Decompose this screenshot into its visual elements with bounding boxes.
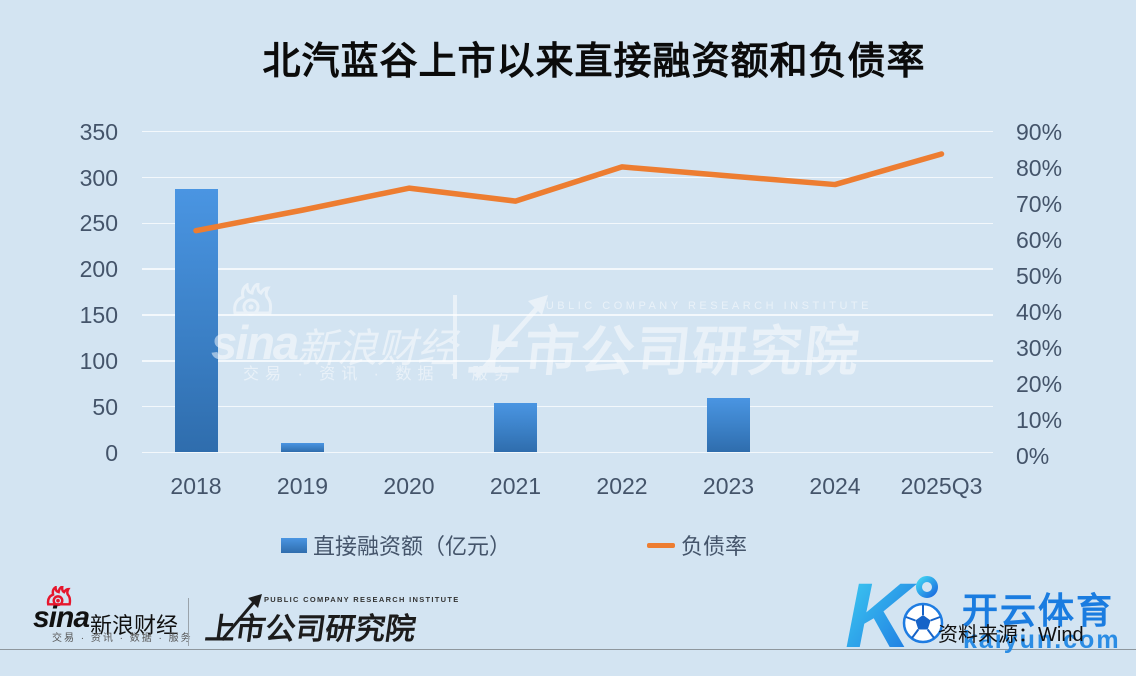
legend-item-line: 负债率 [647, 529, 747, 561]
bar-2021 [494, 403, 537, 453]
page-title: 北汽蓝谷上市以来直接融资额和负债率 [262, 41, 926, 83]
data-source-label: 资料来源：Wind [938, 624, 1084, 646]
x-axis-label: 2024 [809, 473, 861, 499]
right-axis-tick: 10% [1016, 407, 1063, 433]
gridline [142, 451, 993, 454]
gridline [142, 405, 993, 408]
kaiyun-title: 开云体育 [962, 590, 1115, 631]
soccer-ball-icon [902, 602, 944, 644]
x-axis-label: 2019 [276, 473, 329, 499]
bar-2019 [281, 443, 324, 453]
debt-ratio-line [193, 151, 945, 234]
left-axis-tick: 0 [105, 439, 118, 466]
footer-sina-services: 交易 · 资讯 · 数据 · 服务 [52, 633, 193, 644]
right-axis-tick: 90% [1016, 119, 1063, 145]
footer-sina-cn: 新浪财经 [90, 613, 179, 638]
right-axis-tick: 50% [1016, 263, 1063, 289]
gridline [142, 268, 993, 270]
left-axis-tick: 300 [79, 164, 118, 191]
left-axis-tick: 100 [79, 347, 118, 374]
bar-legend-label: 直接融资额（亿元） [313, 534, 512, 559]
line-legend-swatch [647, 542, 675, 548]
right-axis-tick: 80% [1016, 155, 1063, 181]
left-axis-tick: 150 [79, 302, 118, 328]
gridline [142, 314, 993, 316]
left-axis-tick: 350 [79, 118, 118, 145]
x-axis-label: 2020 [383, 473, 435, 499]
right-axis-tick: 30% [1016, 335, 1063, 361]
footer-divider-line [0, 649, 1136, 650]
left-axis-tick: 50 [92, 393, 118, 420]
x-axis-label: 2018 [170, 473, 222, 499]
gridline [142, 360, 993, 362]
right-axis-tick: 60% [1016, 227, 1063, 253]
kaiyun-k-icon: K [845, 571, 944, 657]
right-axis-tick: 70% [1016, 191, 1063, 217]
footer-institute-en: PUBLIC COMPANY RESEARCH INSTITUTE [264, 595, 460, 604]
footer-arrow-icon [220, 594, 262, 641]
bar-legend-swatch [281, 537, 307, 553]
bar-2018 [174, 189, 218, 453]
x-axis-label: 2022 [596, 473, 648, 499]
x-axis-label: 2025Q3 [900, 473, 983, 499]
gridline [142, 176, 993, 179]
footer-sina-latin: sina [33, 601, 90, 634]
kaiyun-domain: kaiyun.com [963, 626, 1121, 654]
x-axis-label: 2021 [489, 473, 542, 499]
sina-eye-icon [46, 586, 72, 607]
legend-item-bar: 直接融资额（亿元） [281, 529, 511, 561]
footer-vertical-divider [188, 598, 189, 646]
bar-2023 [707, 397, 750, 453]
right-axis-tick: 0% [1016, 443, 1050, 469]
gridline [142, 130, 993, 133]
right-axis-tick: 20% [1016, 371, 1063, 397]
x-axis-label: 2023 [702, 473, 755, 499]
line-legend-label: 负债率 [681, 534, 748, 559]
gridline [142, 222, 993, 225]
left-axis-tick: 250 [79, 210, 118, 237]
left-axis-tick: 200 [79, 256, 118, 283]
right-axis-tick: 40% [1016, 299, 1063, 325]
